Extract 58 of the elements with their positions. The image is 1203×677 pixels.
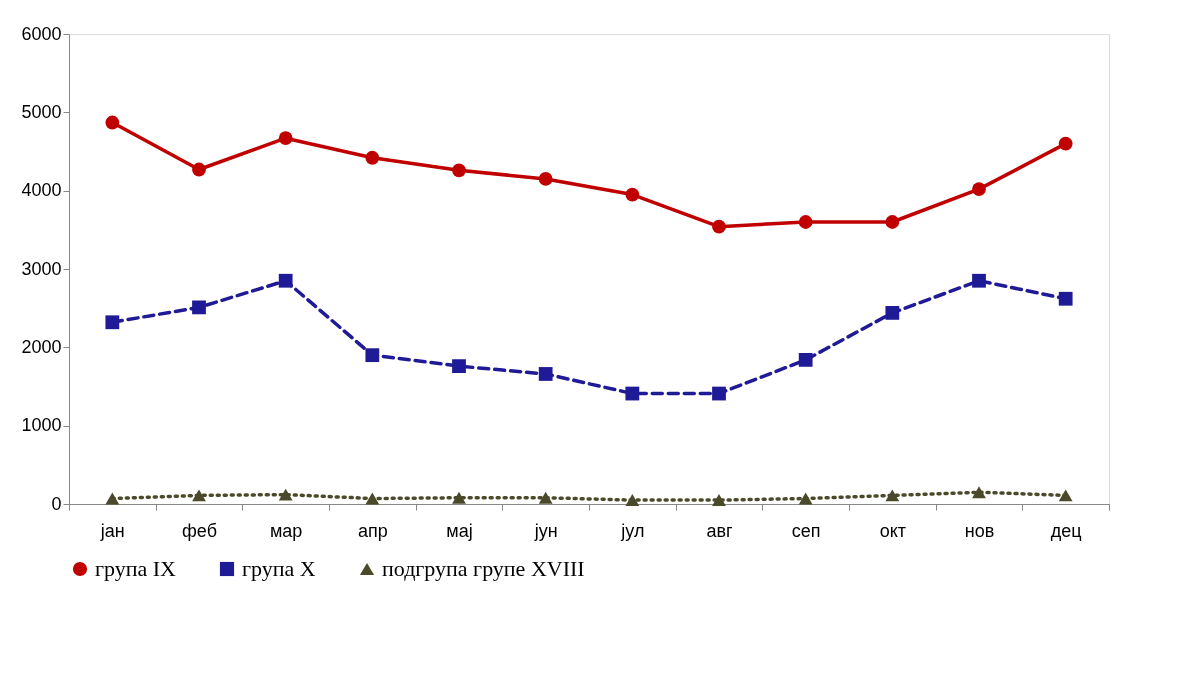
point: [885, 489, 900, 502]
point: [625, 187, 640, 202]
x-tick-label: мај: [446, 520, 473, 541]
point: [192, 162, 206, 177]
y-tick-label: 5000: [21, 101, 62, 122]
point: [192, 300, 206, 315]
point: [278, 131, 293, 146]
x-tick-label: окт: [879, 520, 907, 541]
point: [972, 273, 986, 288]
x-tick-label: апр: [357, 520, 388, 541]
point: [885, 305, 900, 320]
x-tick-label: јул: [620, 520, 645, 541]
y-tick-label: 3000: [21, 258, 62, 279]
point: [538, 491, 553, 504]
point: [278, 273, 293, 288]
point: [972, 182, 986, 196]
point: [1058, 136, 1073, 151]
x-tick-label: јан: [99, 520, 125, 541]
x-tick-label: јун: [533, 520, 558, 541]
point: [885, 215, 900, 229]
legend-label: група X: [242, 556, 316, 581]
point: [1058, 291, 1073, 306]
point: [712, 386, 726, 401]
point: [278, 488, 293, 501]
point: [712, 494, 726, 507]
point: [972, 486, 986, 499]
point: [1058, 489, 1073, 502]
point: [712, 219, 726, 234]
point: [798, 492, 813, 505]
legend-label: група IX: [95, 556, 177, 581]
point: [538, 172, 553, 186]
point: [192, 489, 206, 502]
point: [452, 163, 466, 178]
x-tick-label: феб: [182, 520, 217, 541]
point: [452, 359, 466, 374]
point: [538, 367, 553, 381]
x-tick-label: дец: [1050, 520, 1082, 541]
point: [625, 494, 640, 507]
y-tick-label: 0: [51, 493, 62, 514]
y-tick-label: 6000: [21, 23, 62, 44]
point: [798, 352, 813, 367]
x-tick-label: нов: [964, 520, 995, 541]
x-tick-label: мар: [269, 520, 303, 541]
x-tick-label: сеп: [791, 520, 821, 541]
y-tick-label: 2000: [21, 336, 62, 357]
y-tick-label: 4000: [21, 180, 62, 201]
point: [105, 115, 120, 130]
point: [105, 492, 120, 505]
point: [365, 348, 380, 363]
legend-label: подгрупа групе XVIII: [382, 556, 585, 581]
y-tick-label: 1000: [21, 415, 62, 436]
x-tick-label: авг: [706, 520, 733, 541]
point: [798, 215, 813, 229]
point: [625, 386, 640, 401]
point: [452, 491, 466, 504]
point: [105, 315, 120, 330]
point: [365, 150, 380, 165]
point: [365, 492, 380, 505]
